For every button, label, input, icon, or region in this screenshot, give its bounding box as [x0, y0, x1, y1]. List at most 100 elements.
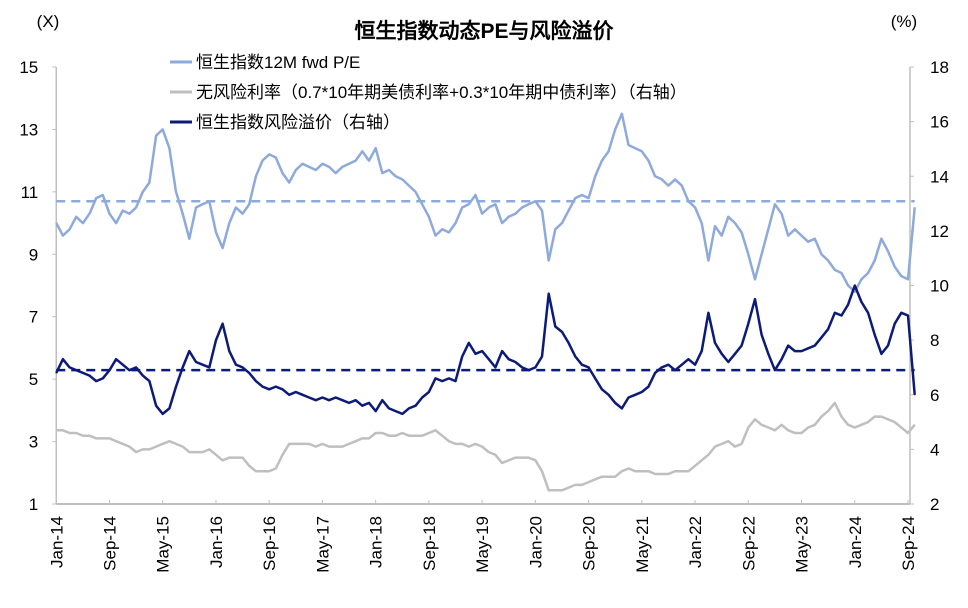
data-point: [747, 323, 749, 325]
data-point: [834, 312, 836, 314]
data-point: [142, 448, 144, 450]
data-point: [208, 448, 210, 450]
data-point: [148, 448, 151, 450]
data-point: [315, 169, 317, 171]
data-point: [874, 334, 876, 336]
data-point: [95, 437, 97, 440]
data-point: [95, 380, 97, 382]
data-point: [468, 446, 470, 448]
data-point: [528, 203, 530, 205]
data-point: [674, 470, 676, 472]
data-point: [321, 443, 324, 445]
data-point: [907, 278, 909, 280]
data-point: [341, 399, 343, 401]
data-point: [694, 206, 696, 209]
data-point: [581, 484, 583, 486]
data-point: [148, 181, 151, 184]
data-point: [381, 172, 383, 174]
data-point: [122, 364, 124, 366]
data-point: [894, 266, 896, 268]
data-point: [847, 304, 849, 306]
data-point: [561, 331, 563, 333]
data-point: [727, 216, 729, 218]
series-line-1: [56, 401, 916, 492]
data-point: [208, 200, 210, 202]
data-point: [122, 209, 124, 212]
data-point: [308, 443, 310, 445]
data-point: [741, 344, 743, 347]
series-line-0: [55, 112, 916, 293]
data-point: [561, 222, 563, 224]
data-point: [820, 336, 823, 338]
data-point: [647, 470, 650, 472]
data-point: [761, 334, 763, 336]
data-point: [508, 459, 510, 461]
data-point: [348, 402, 350, 404]
data-point: [448, 377, 450, 379]
data-point: [474, 353, 477, 355]
data-point: [494, 203, 497, 205]
data-point: [188, 350, 190, 352]
data-point: [381, 432, 383, 434]
data-point: [75, 369, 77, 371]
data-point: [335, 396, 337, 399]
data-point: [734, 353, 736, 355]
data-point: [534, 200, 536, 202]
data-point: [607, 476, 610, 478]
data-point: [162, 443, 164, 445]
data-point: [182, 446, 184, 448]
data-point: [481, 350, 483, 352]
data-point: [807, 347, 809, 349]
data-point: [122, 443, 124, 445]
data-point: [761, 253, 763, 255]
data-point: [368, 437, 370, 440]
data-point: [95, 197, 97, 199]
data-point: [481, 213, 483, 215]
data-point: [594, 377, 596, 379]
data-point: [601, 160, 603, 162]
data-point: [574, 355, 576, 358]
data-point: [840, 416, 843, 418]
data-point: [627, 396, 630, 399]
data-point: [235, 456, 237, 459]
data-point: [328, 166, 330, 168]
data-point: [568, 342, 570, 344]
data-point: [521, 206, 523, 209]
data-point: [594, 175, 596, 177]
data-point: [328, 399, 330, 401]
data-point: [587, 366, 590, 369]
data-point: [654, 175, 656, 177]
data-point: [222, 459, 224, 461]
data-point: [448, 231, 450, 234]
data-point: [794, 350, 796, 352]
data-point: [62, 234, 64, 237]
data-point: [754, 278, 756, 280]
data-point: [208, 366, 210, 369]
data-point: [301, 394, 304, 396]
series-line-2: [55, 284, 916, 416]
data-point: [627, 467, 630, 470]
data-point: [315, 399, 317, 401]
data-point: [474, 443, 477, 445]
data-point: [488, 358, 490, 360]
data-point: [687, 470, 690, 472]
data-point: [887, 418, 889, 420]
data-point: [860, 301, 863, 303]
data-point: [355, 440, 357, 442]
x-tick-label: Sep-18: [420, 516, 439, 571]
data-point: [621, 470, 623, 472]
right-tick-label: 4: [930, 440, 939, 459]
data-point: [348, 163, 350, 165]
data-point: [621, 113, 623, 115]
data-point: [102, 437, 104, 440]
data-point: [275, 467, 277, 470]
data-point: [734, 222, 736, 224]
data-point: [148, 380, 151, 382]
data-point: [168, 440, 170, 442]
data-point: [428, 216, 430, 218]
data-point: [614, 476, 616, 478]
data-point: [182, 213, 184, 215]
data-point: [474, 194, 477, 196]
data-point: [421, 203, 423, 205]
data-point: [820, 253, 823, 255]
